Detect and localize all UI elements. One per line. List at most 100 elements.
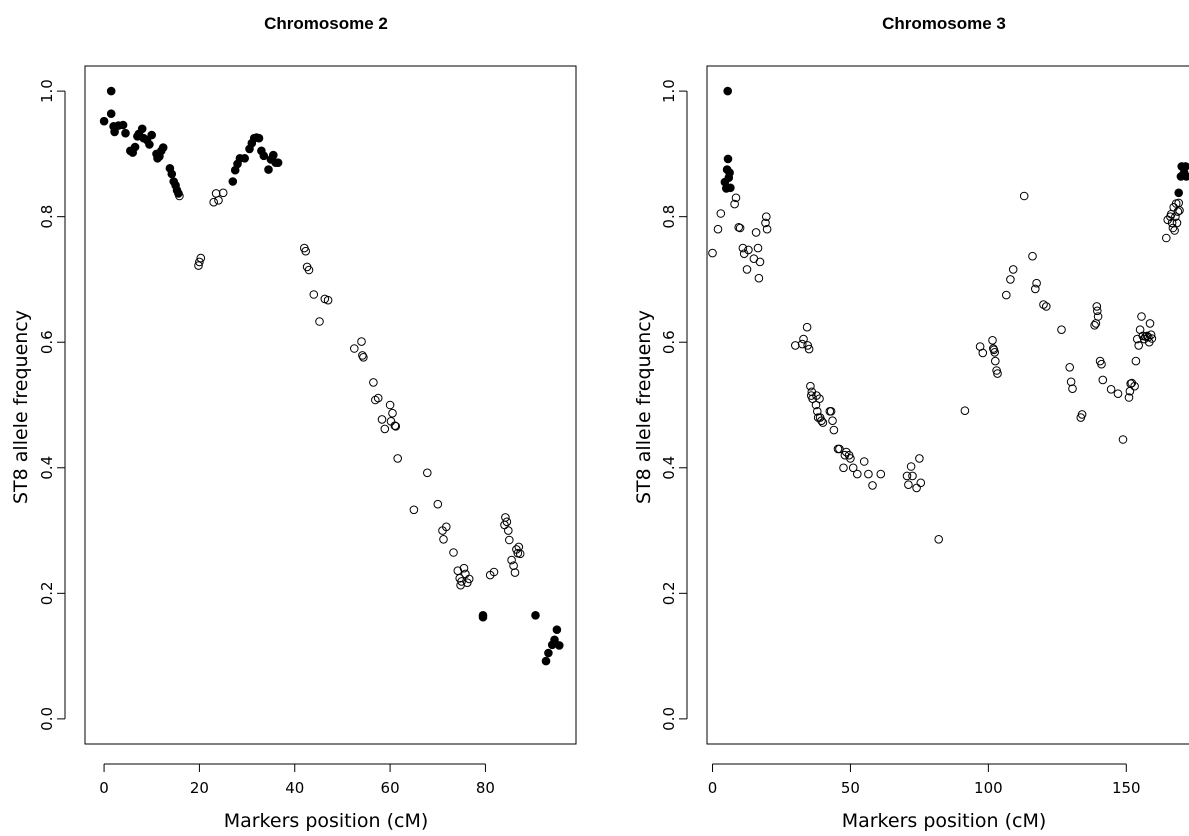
- data-point-open: [449, 548, 458, 557]
- data-point-filled: [240, 154, 249, 163]
- data-point-open: [315, 317, 324, 326]
- data-point-open: [960, 406, 970, 416]
- data-point-open: [842, 447, 851, 457]
- data-point-open: [214, 196, 223, 205]
- data-point-open: [934, 535, 944, 544]
- data-points: [99, 86, 564, 666]
- data-point-open: [912, 483, 921, 493]
- data-point-open: [829, 425, 839, 435]
- data-point-open: [358, 351, 367, 360]
- data-point-open: [350, 344, 359, 353]
- data-point-open: [357, 337, 366, 346]
- y-axis-label: ST8 allele frequency: [633, 310, 655, 504]
- y-tick-label: 0.8: [38, 205, 56, 229]
- x-axis-label: Markers position (cM): [842, 810, 1047, 832]
- data-point-filled: [541, 656, 551, 666]
- data-point-filled: [147, 130, 156, 140]
- data-point-open: [1113, 389, 1123, 399]
- data-point-open: [839, 463, 848, 473]
- data-point-filled: [1181, 162, 1189, 171]
- data-point-open: [1031, 284, 1040, 294]
- y-tick-label: 0.4: [38, 456, 56, 480]
- data-point-open: [515, 549, 525, 559]
- data-point-open: [1093, 312, 1103, 321]
- data-point-open: [1068, 384, 1077, 394]
- data-point-open: [504, 526, 513, 535]
- y-tick-label: 0.0: [38, 707, 56, 731]
- data-point-open: [359, 353, 368, 362]
- data-point-open: [815, 394, 824, 404]
- data-point-open: [1124, 393, 1134, 402]
- data-point-open: [990, 348, 1000, 357]
- data-point-open: [806, 381, 815, 391]
- data-point-open: [507, 555, 516, 565]
- data-point-open: [762, 224, 772, 234]
- data-point-open: [1077, 410, 1087, 419]
- plot-frame: [84, 65, 577, 745]
- data-point-open: [501, 513, 510, 522]
- data-point-open: [393, 454, 403, 463]
- data-point-open: [713, 224, 723, 234]
- data-point-open: [1090, 321, 1099, 330]
- data-point-filled: [725, 168, 734, 177]
- data-point-open: [916, 478, 926, 488]
- data-point-filled: [145, 140, 154, 149]
- data-point-filled: [137, 124, 147, 134]
- data-point-open: [502, 517, 512, 527]
- data-point-open: [853, 469, 862, 479]
- data-point-filled: [550, 635, 559, 645]
- data-point-open: [803, 341, 813, 350]
- data-point-open: [301, 246, 311, 256]
- data-point-open: [791, 341, 800, 350]
- data-point-open: [902, 471, 912, 481]
- data-point-filled: [106, 86, 116, 96]
- data-point-open: [708, 248, 717, 258]
- data-point-open: [1002, 290, 1011, 300]
- data-point-filled: [273, 158, 283, 167]
- data-point-filled: [259, 151, 269, 161]
- data-point-open: [309, 290, 319, 299]
- data-point-filled: [552, 625, 562, 635]
- data-point-open: [1131, 356, 1141, 366]
- data-point-filled: [167, 169, 177, 179]
- data-point-open: [304, 265, 314, 275]
- data-point-open: [908, 471, 917, 481]
- data-point-open: [804, 344, 814, 354]
- data-point-open: [380, 424, 390, 434]
- chart-panel-chromosome-2: Chromosome 2 0 20 40 60 80 0.0 0.2 0.4 0.6 0.8 1.0…: [10, 14, 577, 832]
- data-point-open: [1127, 378, 1137, 388]
- data-point-open: [1170, 226, 1179, 235]
- data-point-open: [812, 391, 821, 400]
- data-point-open: [1092, 302, 1102, 311]
- data-point-open: [1162, 233, 1171, 243]
- data-point-open: [1098, 375, 1108, 385]
- data-point-open: [423, 468, 432, 478]
- data-point-open: [323, 295, 333, 305]
- data-point-open: [751, 228, 761, 237]
- axis-ticks: 0 50 100 150 0.0 0.2 0.4 0.6 0.8 1.0: [660, 79, 1141, 797]
- data-point-open: [906, 462, 916, 471]
- data-point-open: [716, 209, 726, 218]
- data-point-open: [1008, 265, 1018, 274]
- data-point-open: [505, 535, 514, 545]
- y-tick-label: 1.0: [660, 79, 678, 103]
- data-points: [708, 86, 1189, 544]
- data-point-open: [457, 577, 466, 586]
- chart-title: Chromosome 3: [882, 14, 1006, 33]
- data-point-open: [1057, 325, 1066, 335]
- data-point-open: [391, 422, 401, 431]
- data-point-open: [978, 348, 988, 358]
- x-tick-label: 40: [285, 779, 304, 797]
- data-point-open: [175, 191, 184, 201]
- data-point-open: [196, 253, 206, 263]
- data-point-open: [1106, 385, 1116, 394]
- data-point-open: [1066, 377, 1076, 387]
- data-point-open: [369, 378, 378, 387]
- data-point-open: [744, 245, 753, 255]
- x-tick-label: 20: [190, 779, 209, 797]
- data-point-open: [868, 481, 877, 490]
- data-point-open: [1006, 275, 1015, 284]
- data-point-open: [818, 418, 828, 427]
- data-point-open: [510, 568, 520, 577]
